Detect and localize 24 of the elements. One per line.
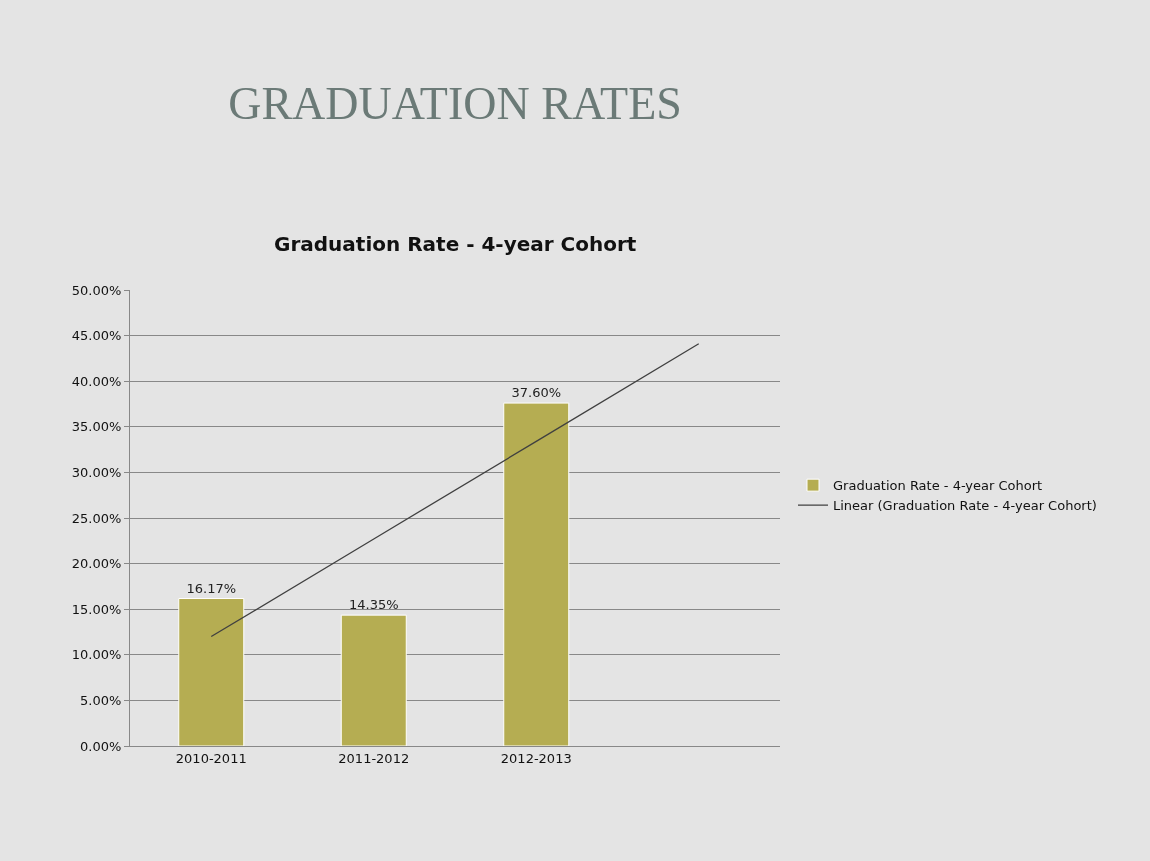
x-tick-label: 2012-2013 — [500, 750, 572, 766]
y-tick-label: 40.00% — [71, 373, 122, 389]
y-tick-label: 20.00% — [71, 556, 122, 572]
y-tick-label: 10.00% — [71, 647, 122, 663]
chart-subtitle: Graduation Rate - 4-year Cohort — [274, 232, 637, 256]
bar — [178, 598, 245, 746]
y-tick-label: 50.00% — [71, 282, 122, 298]
bar — [503, 402, 570, 746]
y-tick-label: 0.00% — [80, 738, 122, 754]
x-tick-label: 2010-2011 — [175, 750, 247, 766]
y-tick-label: 45.00% — [71, 328, 122, 344]
y-tick-label: 25.00% — [71, 510, 122, 526]
data-label: 37.60% — [511, 385, 562, 401]
y-tick-label: 35.00% — [71, 419, 122, 435]
y-tick-label: 5.00% — [80, 692, 122, 708]
legend-label: Graduation Rate - 4-year Cohort — [833, 478, 1043, 494]
data-label: 14.35% — [348, 597, 399, 613]
x-tick-label: 2011-2012 — [338, 750, 410, 766]
y-tick-label: 30.00% — [71, 464, 122, 480]
data-label: 16.17% — [186, 580, 237, 596]
legend-label: Linear (Graduation Rate - 4-year Cohort) — [833, 498, 1097, 514]
y-tick-label: 15.00% — [71, 601, 122, 617]
chart-title: GRADUATION RATES — [228, 78, 682, 130]
bar — [340, 614, 407, 746]
